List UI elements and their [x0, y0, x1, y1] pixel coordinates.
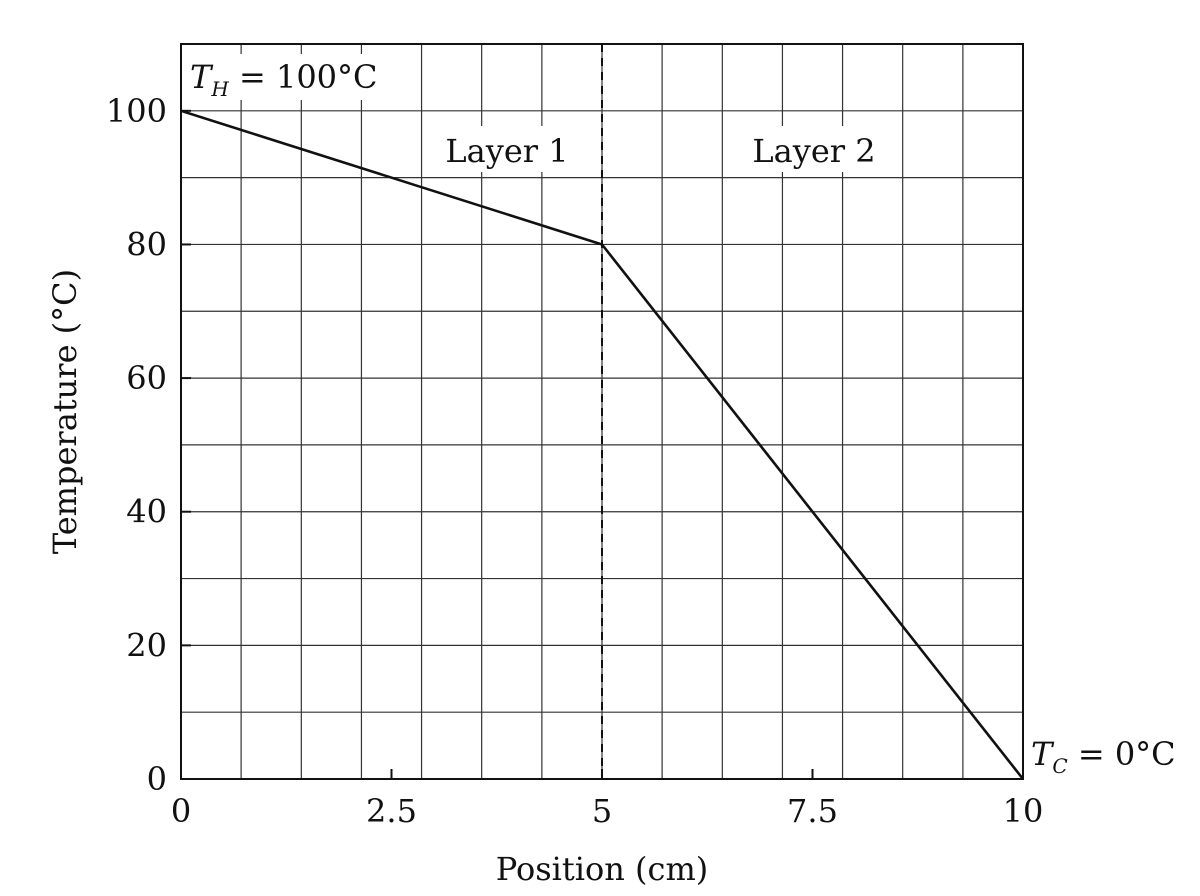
layer2-label-background — [740, 126, 890, 172]
y-tick-labels: 0 20 40 60 80 100 — [106, 92, 167, 798]
y-tick-label-5: 100 — [106, 92, 167, 130]
x-tick-label-2: 5 — [592, 792, 612, 830]
tc-value: = 0°C — [1068, 735, 1176, 773]
th-value: = 100°C — [229, 58, 378, 96]
x-tick-label-4: 10 — [1003, 792, 1044, 830]
th-symbol: T — [190, 58, 214, 96]
y-axis-label: Temperature (°C) — [46, 269, 84, 554]
y-tick-label-1: 20 — [126, 626, 167, 664]
layer-2-label: Layer 2 — [752, 132, 875, 170]
th-label-background — [184, 54, 396, 100]
temperature-profile-line — [180, 109, 1025, 780]
hot-temperature-label: TH = 100°C — [190, 58, 378, 101]
x-tick-label-3: 7.5 — [787, 792, 838, 830]
tc-symbol: T — [1031, 735, 1055, 773]
y-tick-label-2: 40 — [126, 493, 167, 531]
x-tick-labels: 0 2.5 5 7.5 10 — [171, 792, 1044, 830]
y-tick-label-3: 60 — [126, 359, 167, 397]
y-tick-label-0: 0 — [147, 760, 167, 798]
x-tick-label-0: 0 — [171, 792, 191, 830]
x-tick-label-1: 2.5 — [366, 792, 417, 830]
cold-temperature-label: TC = 0°C — [1031, 735, 1176, 778]
y-tick-label-4: 80 — [126, 225, 167, 263]
layer1-label-background — [433, 126, 583, 172]
axis-ticks — [180, 109, 1024, 780]
tc-subscript: C — [1052, 754, 1067, 778]
th-subscript: H — [210, 77, 229, 101]
x-axis-label: Position (cm) — [496, 850, 709, 888]
layer-1-label: Layer 1 — [445, 132, 568, 170]
